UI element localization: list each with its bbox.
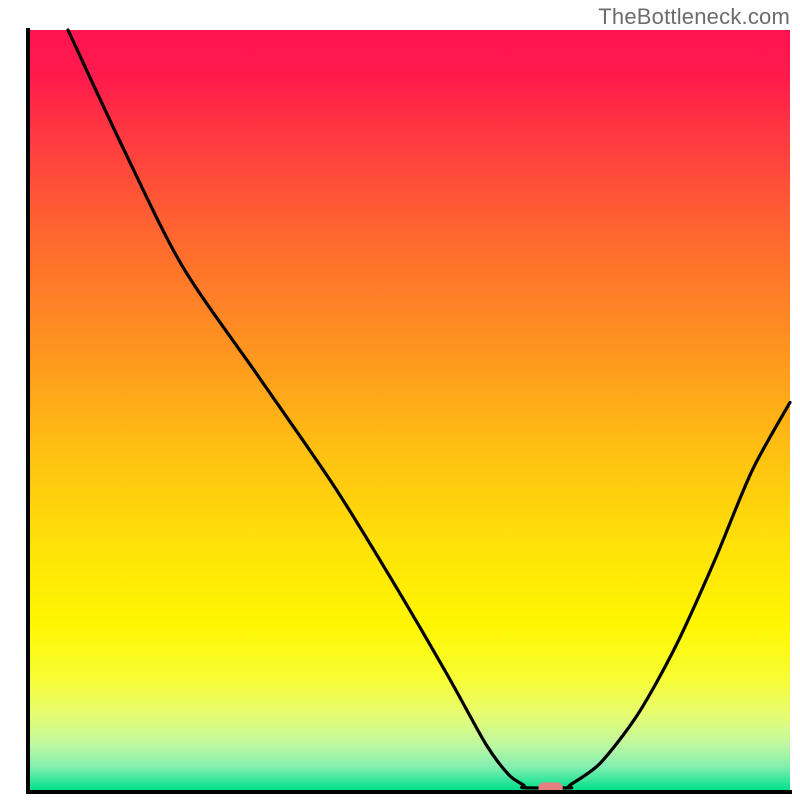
bottleneck-curve-chart [0,0,800,800]
y-axis-line [26,28,30,794]
optimum-region[interactable] [509,772,585,800]
chart-root: TheBottleneck.com [0,0,800,800]
chart-gradient-background [30,30,790,790]
x-axis-line [26,790,792,794]
